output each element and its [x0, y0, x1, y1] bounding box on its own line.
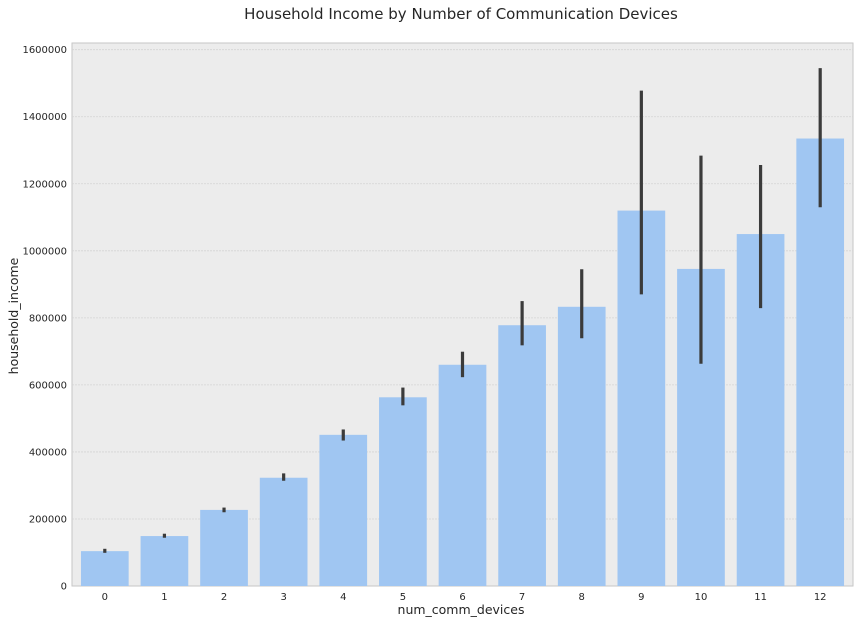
x-axis-ticks: 0 1 2 3 4 5 6 7 8 9 10 11 12: [102, 592, 827, 603]
y-tick-label: 1200000: [22, 179, 67, 190]
x-tick-label: 11: [754, 592, 767, 603]
x-tick-label: 8: [579, 592, 585, 603]
y-tick-label: 1000000: [22, 246, 67, 257]
x-tick-label: 0: [102, 592, 108, 603]
x-tick-label: 1: [161, 592, 167, 603]
bar: [438, 364, 487, 586]
bar: [80, 551, 129, 586]
y-tick-label: 800000: [29, 313, 67, 324]
bar: [259, 477, 308, 586]
x-tick-label: 3: [280, 592, 286, 603]
y-tick-label: 1600000: [22, 45, 67, 56]
bar: [379, 397, 427, 586]
x-tick-label: 12: [814, 592, 827, 603]
x-tick-label: 5: [400, 592, 406, 603]
x-tick-label: 4: [340, 592, 346, 603]
y-tick-label: 200000: [29, 514, 67, 525]
x-tick-label: 10: [695, 592, 708, 603]
x-tick-label: 2: [221, 592, 227, 603]
y-axis-ticks: 0 200000 400000 600000 800000 1000000 1200000 1…: [22, 45, 67, 592]
y-tick-label: 600000: [29, 380, 67, 391]
bar: [319, 434, 368, 586]
bar: [557, 306, 606, 586]
bar: [200, 509, 248, 586]
bar: [140, 536, 189, 586]
error-bars: [103, 68, 822, 553]
x-tick-label: 7: [519, 592, 525, 603]
y-tick-label: 0: [61, 582, 67, 593]
x-tick-label: 9: [638, 592, 644, 603]
bar: [498, 325, 546, 586]
x-axis-label: num_comm_devices: [398, 602, 525, 617]
y-tick-label: 1400000: [22, 112, 67, 123]
x-tick-label: 6: [459, 592, 465, 603]
chart-title: Household Income by Number of Communicat…: [244, 5, 678, 23]
y-tick-label: 400000: [29, 447, 67, 458]
y-axis-label: household_income: [6, 257, 21, 374]
bar: [796, 138, 845, 586]
